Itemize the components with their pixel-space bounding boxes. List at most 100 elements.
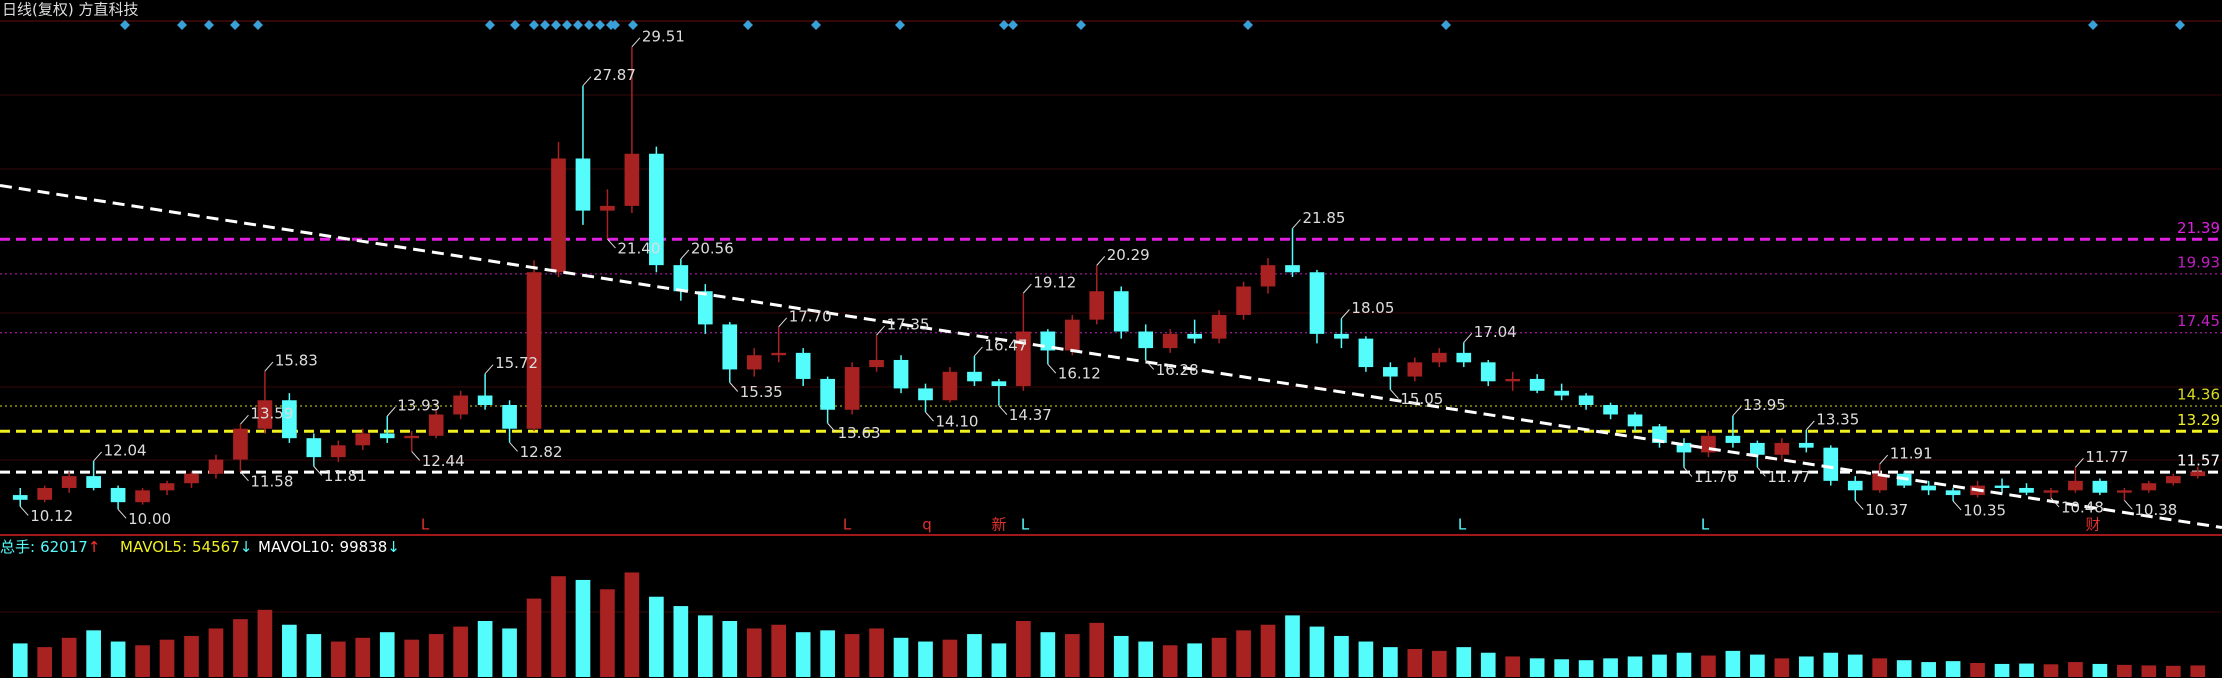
volume-bar <box>1187 643 1202 677</box>
annotation-label: 14.37 <box>1009 406 1052 424</box>
candle-body <box>600 205 615 211</box>
candle-body <box>893 359 909 389</box>
candle-body <box>1505 378 1521 382</box>
annotation-leader <box>680 249 690 260</box>
candle-body <box>2043 490 2059 493</box>
annotation-label: 15.83 <box>275 352 318 370</box>
volume-bar <box>1725 650 1741 677</box>
candle-body <box>477 395 493 405</box>
volume-bar <box>1309 626 1325 677</box>
volume-bar <box>1823 652 1839 677</box>
volume-bar <box>844 634 860 677</box>
candle-body <box>184 473 199 484</box>
volume-bar <box>771 624 787 677</box>
annotation-label: 20.56 <box>691 239 734 257</box>
candle-body <box>697 291 713 325</box>
annotation-leader <box>93 451 103 462</box>
volume-bar <box>135 645 150 677</box>
annotation-leader <box>509 442 518 452</box>
volume-bar <box>1383 647 1398 677</box>
volume-bar <box>208 628 224 677</box>
level-label: 14.36 <box>2177 385 2220 403</box>
annotation-leader <box>1879 454 1889 465</box>
annotation-leader <box>1805 420 1815 431</box>
volume-bar <box>697 615 713 677</box>
volume-bar <box>1676 652 1692 677</box>
volume-bar <box>2092 663 2108 677</box>
candle-body <box>135 490 150 503</box>
candle-body <box>233 428 248 460</box>
volume-bar <box>1162 645 1178 677</box>
annotation-leader <box>1952 500 1962 511</box>
annotation-label: 10.00 <box>128 510 171 528</box>
volume-bar <box>428 634 444 677</box>
volume-bar <box>649 596 664 677</box>
candle-body <box>746 355 762 370</box>
event-marker: L <box>1701 516 1710 534</box>
candle-body <box>1798 442 1814 448</box>
volume-bar <box>820 630 835 677</box>
volume-header-value: 99838 <box>340 538 388 556</box>
candle-body <box>1285 265 1300 273</box>
event-marker: 财 <box>2085 516 2100 534</box>
volume-bar <box>379 632 395 677</box>
event-marker: 新 <box>991 516 1006 534</box>
annotation-leader <box>264 361 274 372</box>
annotation-label: 11.76 <box>1694 468 1737 486</box>
info-marker <box>510 20 520 30</box>
candle-body <box>1554 390 1569 396</box>
volume-header-arrow: ↓ <box>240 538 253 556</box>
volume-bar <box>1285 615 1300 677</box>
volume-bar <box>1260 624 1276 677</box>
volume-header: 总手: 62017↑ <box>0 538 100 556</box>
volume-bar <box>1211 637 1227 677</box>
event-marker: q <box>922 516 932 534</box>
candle-body <box>2068 480 2083 491</box>
level-label: 19.93 <box>2177 253 2220 271</box>
volume-bar <box>1774 658 1790 677</box>
annotation-label: 18.05 <box>1351 299 1394 317</box>
volume-bar <box>159 639 175 677</box>
candle-body <box>1138 331 1154 349</box>
annotation-leader <box>778 317 788 328</box>
level-label: 13.29 <box>2177 411 2220 429</box>
volume-header-label: 总手: <box>0 538 35 556</box>
candle-body <box>1872 473 1888 491</box>
candle-body <box>844 367 860 410</box>
candle-body <box>1187 333 1202 339</box>
volume-bar <box>1603 658 1618 677</box>
candle-body <box>1529 378 1545 391</box>
info-marker <box>584 20 594 30</box>
annotation-label: 11.77 <box>2085 448 2128 466</box>
candle-body <box>379 433 395 439</box>
info-marker <box>1441 20 1451 30</box>
annotation-leader <box>1732 406 1742 416</box>
annotation-label: 13.59 <box>250 405 293 423</box>
candle-body <box>526 272 542 429</box>
volume-bar <box>2141 665 2157 677</box>
volume-bar <box>1089 622 1105 677</box>
annotation-label: 16.12 <box>1058 365 1101 383</box>
volume-bar <box>1016 621 1031 677</box>
candle-body <box>1945 490 1961 496</box>
annotation-label: 15.05 <box>1400 390 1443 408</box>
annotation-label: 17.04 <box>1474 323 1517 341</box>
volume-bar <box>2068 662 2083 677</box>
candle-body <box>918 388 933 401</box>
annotation-leader <box>240 414 249 425</box>
volume-header-value: 54567 <box>192 538 240 556</box>
candle-body <box>159 483 175 491</box>
annotation-leader <box>2123 499 2133 510</box>
volume-bar <box>1334 635 1349 677</box>
annotation-leader <box>925 411 934 422</box>
candle-body <box>1016 331 1031 387</box>
volume-bar <box>746 628 762 677</box>
volume-bar <box>1064 634 1080 677</box>
volume-header-arrow: ↑ <box>88 538 101 556</box>
annotation-leader <box>1292 219 1301 229</box>
annotation-leader <box>1389 389 1399 399</box>
volume-bar <box>893 637 909 677</box>
info-marker <box>743 20 753 30</box>
candle-body <box>306 438 322 458</box>
